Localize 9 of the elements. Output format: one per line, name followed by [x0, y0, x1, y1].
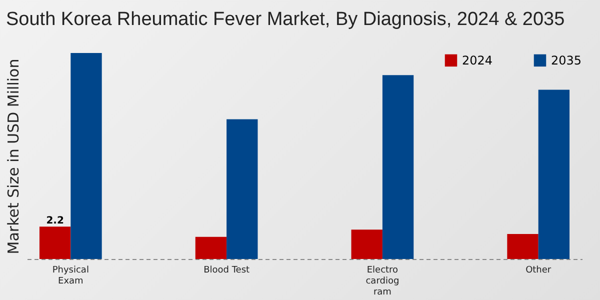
legend-label: 2035 — [551, 53, 582, 68]
y-axis-title: Market Size in USD Million — [4, 58, 22, 254]
chart-title: South Korea Rheumatic Fever Market, By Diagnosis, 2024 & 2035 — [6, 9, 565, 30]
x-tick-label: Electrocardiogram — [366, 266, 400, 298]
x-tick-label: Blood Test — [204, 266, 250, 276]
data-label: 2.2 — [46, 216, 64, 227]
x-tick-label: Physical Exam — [52, 266, 89, 286]
legend-label: 2024 — [462, 53, 493, 68]
x-tick-label: Other — [526, 266, 552, 276]
